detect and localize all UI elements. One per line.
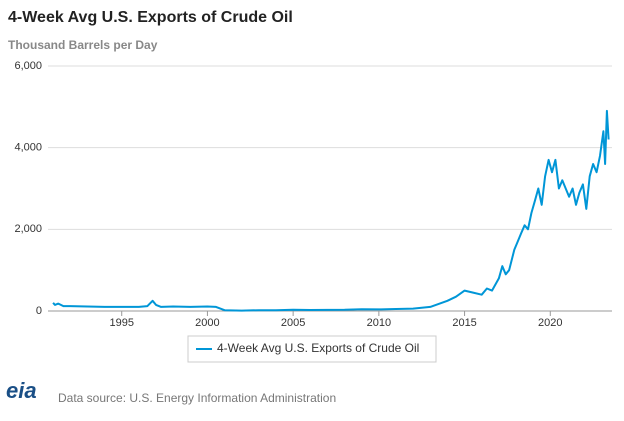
legend-box (187, 335, 437, 363)
y-tick-label: 4,000 (14, 142, 42, 154)
data-line (52, 109, 610, 312)
source-note: Data source: U.S. Energy Information Adm… (58, 391, 336, 405)
y-tick-label: 2,000 (14, 223, 42, 235)
x-tick-label: 2005 (281, 317, 305, 329)
x-tick-label: 1995 (109, 317, 133, 329)
x-tick-label: 2015 (452, 317, 476, 329)
x-tick-label: 2000 (195, 317, 219, 329)
chart-title: 4-Week Avg U.S. Exports of Crude Oil (8, 9, 293, 26)
chart-subtitle: Thousand Barrels per Day (8, 38, 158, 52)
x-tick-label: 2010 (367, 317, 391, 329)
y-tick-label: 6,000 (14, 60, 42, 72)
legend-label: 4-Week Avg U.S. Exports of Crude Oil (217, 341, 419, 355)
logo: eia (6, 378, 37, 403)
x-tick-label: 2020 (538, 317, 562, 329)
y-tick-label: 0 (36, 305, 42, 317)
